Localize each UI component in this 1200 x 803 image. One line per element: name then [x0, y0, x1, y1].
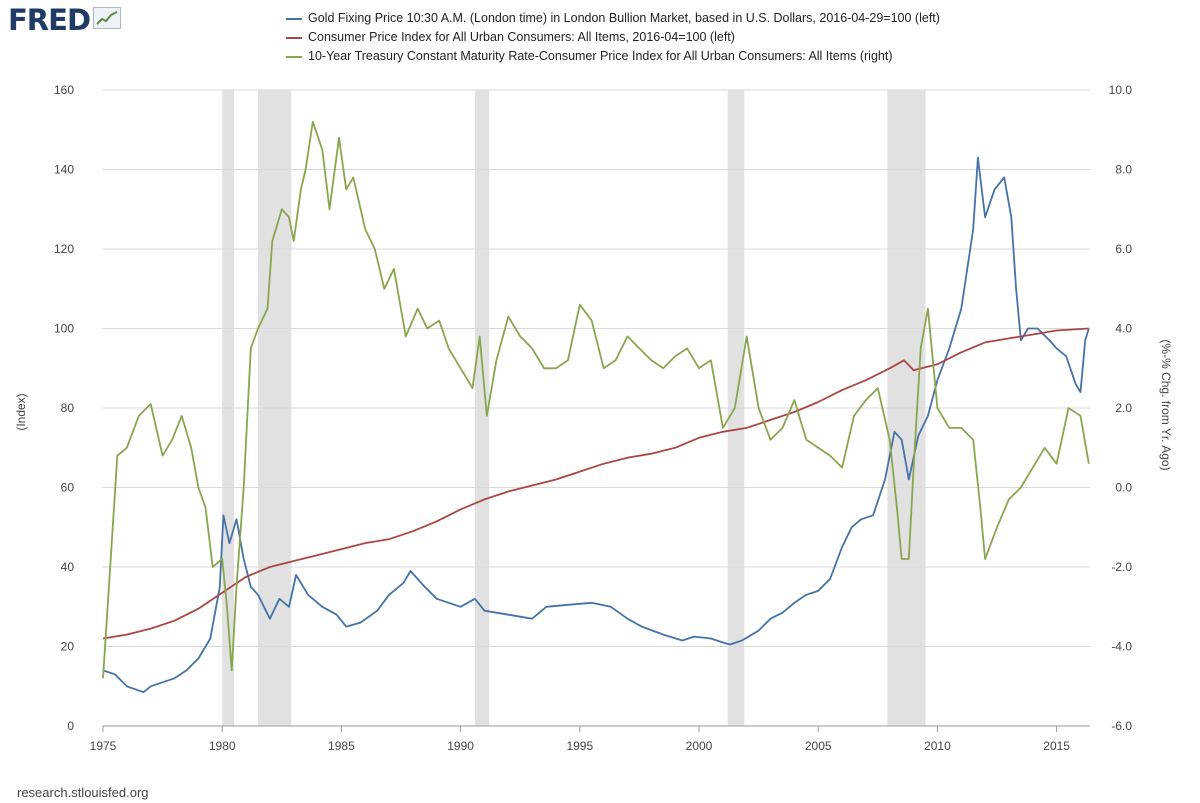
fred-logo-text: FRED	[8, 3, 91, 37]
x-tick-label: 1980	[209, 739, 236, 753]
y-axis-label-left: (Index)	[14, 393, 28, 430]
y-tick-right: 10.0	[1109, 83, 1133, 97]
legend-item-cpi[interactable]: Consumer Price Index for All Urban Consu…	[286, 28, 940, 47]
x-tick-label: 1995	[566, 739, 593, 753]
y-tick-left: 40	[61, 560, 75, 574]
x-tick-label: 1975	[90, 739, 117, 753]
y-tick-right: 2.0	[1115, 401, 1132, 415]
series-line-gold[interactable]	[102, 156, 1090, 694]
legend-item-gold[interactable]: Gold Fixing Price 10:30 A.M. (London tim…	[286, 9, 940, 28]
y-axis-label-right: (%-% Chg. from Yr. Ago)	[1159, 339, 1173, 470]
source-credit[interactable]: research.stlouisfed.org	[17, 785, 149, 800]
x-tick-label: 1985	[328, 739, 355, 753]
y-tick-left: 0	[67, 719, 74, 733]
x-tick-label: 2005	[805, 739, 832, 753]
legend-label-cpi: Consumer Price Index for All Urban Consu…	[308, 30, 735, 44]
legend-swatch-cpi	[286, 36, 302, 39]
y-tick-right: 4.0	[1115, 322, 1132, 336]
fred-logo[interactable]: FRED	[8, 2, 122, 38]
y-tick-right: 8.0	[1115, 163, 1132, 177]
chart-legend: Gold Fixing Price 10:30 A.M. (London tim…	[286, 9, 940, 66]
fred-logo-chart-icon	[93, 7, 122, 29]
gridlines	[103, 89, 1090, 727]
y-tick-left: 160	[54, 83, 74, 97]
y-tick-left: 140	[54, 163, 74, 177]
axes: 0 20 40 60 80 100 120 140 160 -6.0 -4.0 -2.0 0.0 2.0 4…	[54, 83, 1132, 753]
y-tick-left: 120	[54, 242, 74, 256]
y-tick-left: 100	[54, 322, 74, 336]
legend-item-spread[interactable]: 10-Year Treasury Constant Maturity Rate-…	[286, 47, 940, 66]
y-tick-right: 0.0	[1115, 481, 1132, 495]
legend-swatch-spread	[286, 55, 302, 58]
y-tick-left: 80	[61, 401, 75, 415]
legend-label-spread: 10-Year Treasury Constant Maturity Rate-…	[308, 49, 893, 63]
series-lines	[102, 120, 1090, 694]
legend-label-gold: Gold Fixing Price 10:30 A.M. (London tim…	[308, 11, 940, 25]
x-tick-label: 2010	[924, 739, 951, 753]
series-line-spread[interactable]	[102, 120, 1090, 679]
x-tick-label: 1990	[447, 739, 474, 753]
x-tick-label: 2000	[686, 739, 713, 753]
y-tick-left: 60	[61, 481, 75, 495]
legend-swatch-gold	[286, 17, 302, 20]
x-tick-label: 2015	[1043, 739, 1070, 753]
series-line-cpi[interactable]	[102, 327, 1089, 640]
y-tick-right: 6.0	[1115, 242, 1132, 256]
y-tick-left: 20	[61, 640, 75, 654]
y-tick-right: -6.0	[1111, 719, 1132, 733]
y-tick-right: -2.0	[1111, 560, 1132, 574]
y-tick-right: -4.0	[1111, 640, 1132, 654]
